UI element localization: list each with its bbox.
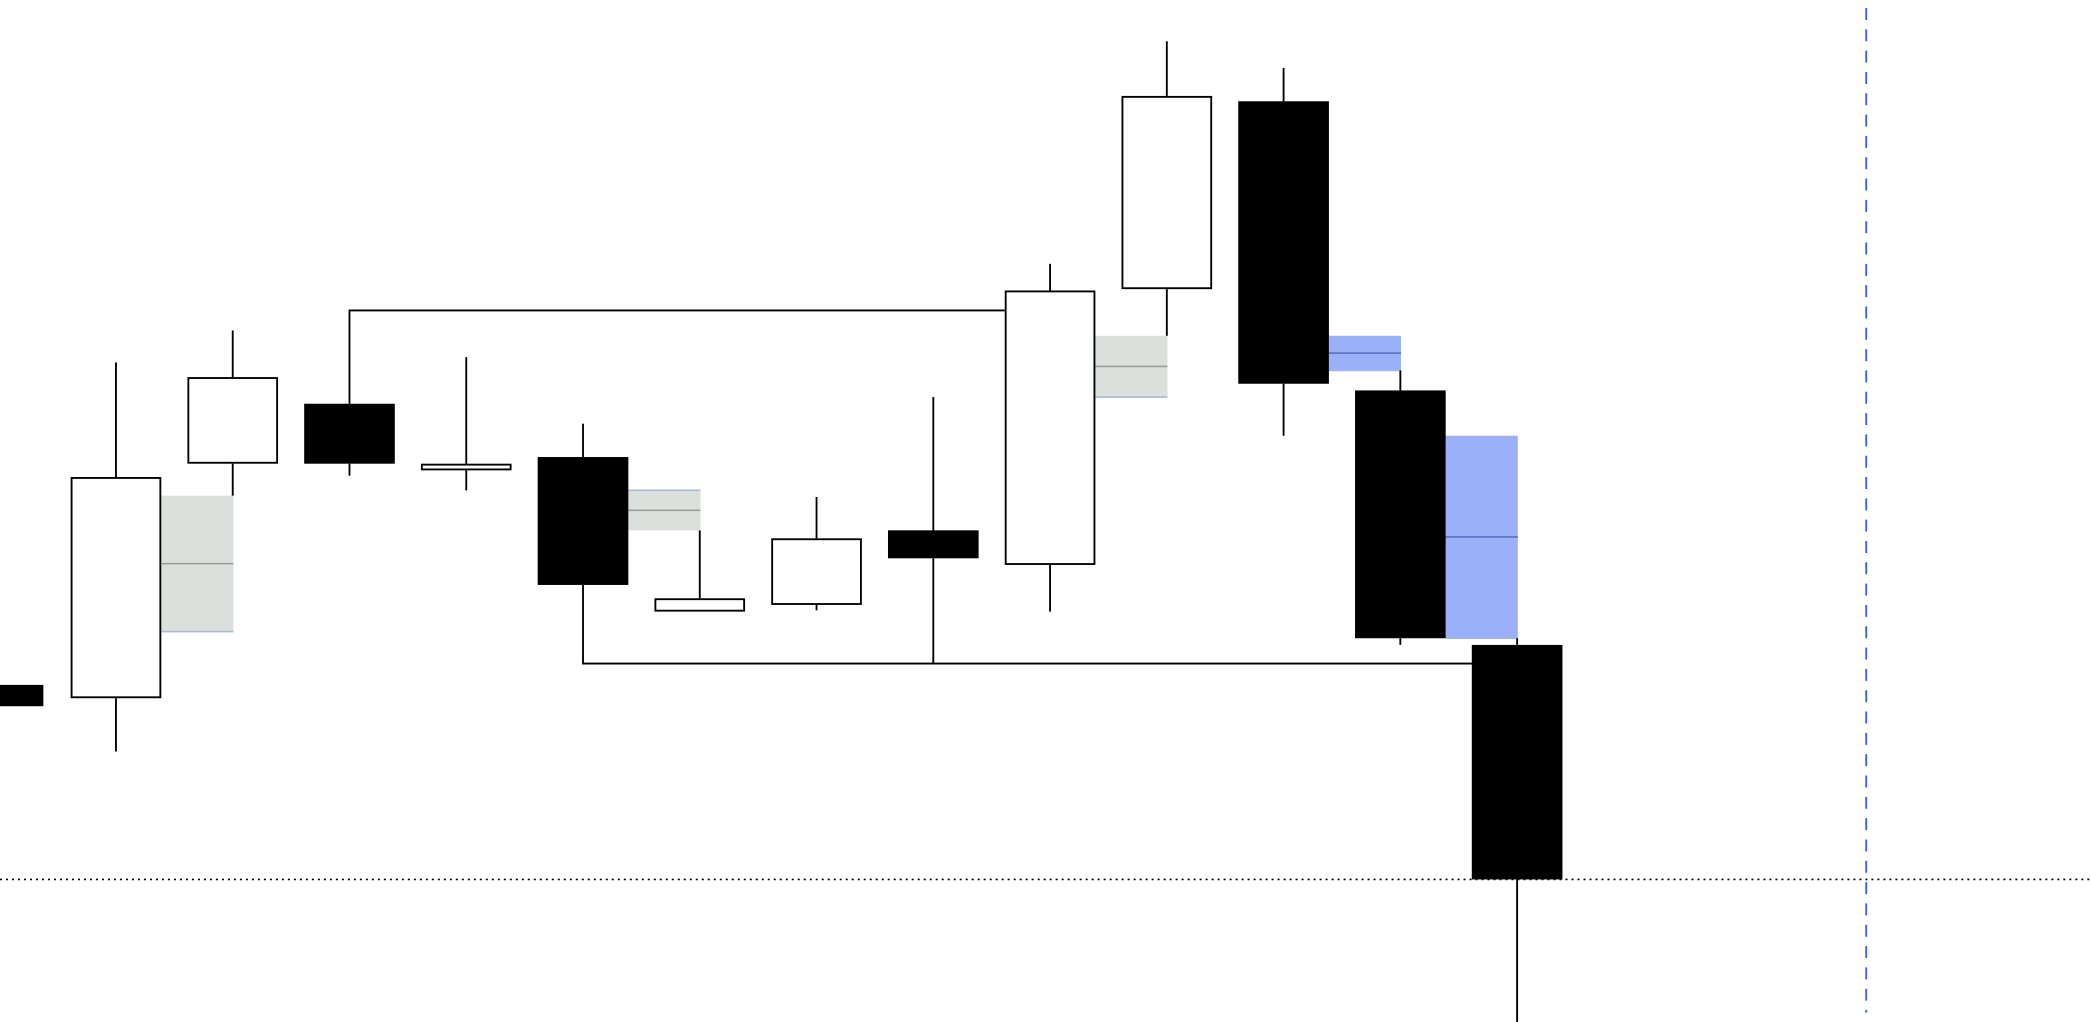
candles [0,41,1563,1022]
bearish-candle [537,423,629,585]
bullish-candle [70,362,162,752]
level-line [348,309,1005,404]
candle-body [1121,95,1213,290]
candle-body [1355,390,1446,639]
bullish-candle [420,357,512,491]
candle-body [187,377,279,464]
candle-body [771,538,862,605]
fair-value-gaps [161,335,1518,640]
candle-body [1238,101,1329,384]
candle-body [887,530,979,559]
bullish-candle [771,497,862,611]
candle-body [537,457,629,585]
bullish-candle [654,530,746,612]
level-line [582,584,1494,665]
guide-lines [0,7,2090,1013]
candle-body [1471,644,1563,880]
bullish-candle [1004,263,1096,612]
bearish-candle [304,403,395,476]
candle-body [420,463,512,471]
bullish-candle [187,330,279,496]
bullish-candle [1121,41,1213,336]
candle-body [1004,290,1096,565]
candle-body [304,403,395,464]
candle-body [654,598,746,612]
bearish-candle [0,684,44,707]
candle-body [70,477,162,699]
level-lines [348,309,1494,665]
bearish-candle [1238,67,1329,436]
bearish-candle [1355,370,1446,645]
candle-body [0,684,44,707]
bearish-candle [1471,638,1563,1022]
bearish-candle [887,397,979,664]
